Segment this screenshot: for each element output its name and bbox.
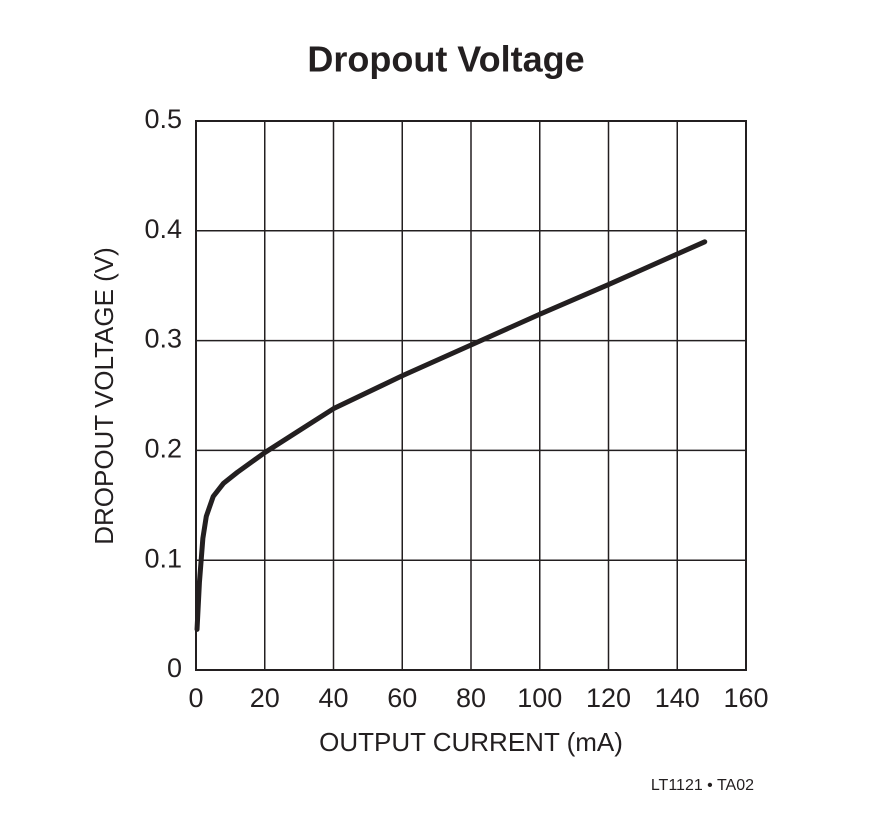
y-tick-label: 0	[167, 653, 182, 683]
x-tick-label: 80	[456, 683, 486, 713]
x-tick-label: 20	[250, 683, 280, 713]
x-tick-label: 40	[318, 683, 348, 713]
x-tick-label: 0	[188, 683, 203, 713]
x-tick-label: 60	[387, 683, 417, 713]
figure-note: LT1121 • TA02	[651, 777, 754, 794]
x-tick-label: 120	[586, 683, 631, 713]
y-tick-label: 0.4	[144, 214, 182, 244]
chart-title: Dropout Voltage	[307, 39, 584, 80]
x-tick-label: 140	[655, 683, 700, 713]
data-line	[194, 239, 708, 632]
y-tick-label: 0.1	[144, 543, 182, 573]
y-tick-label: 0.3	[144, 324, 182, 354]
x-tick-label: 160	[723, 683, 768, 713]
x-axis-label: OUTPUT CURRENT (mA)	[319, 727, 623, 757]
x-tick-label: 100	[517, 683, 562, 713]
plot-frame	[195, 120, 747, 671]
y-tick-label: 0.2	[144, 434, 182, 464]
y-tick-label: 0.5	[144, 104, 182, 134]
y-axis-label: DROPOUT VOLTAGE (V)	[89, 247, 119, 545]
